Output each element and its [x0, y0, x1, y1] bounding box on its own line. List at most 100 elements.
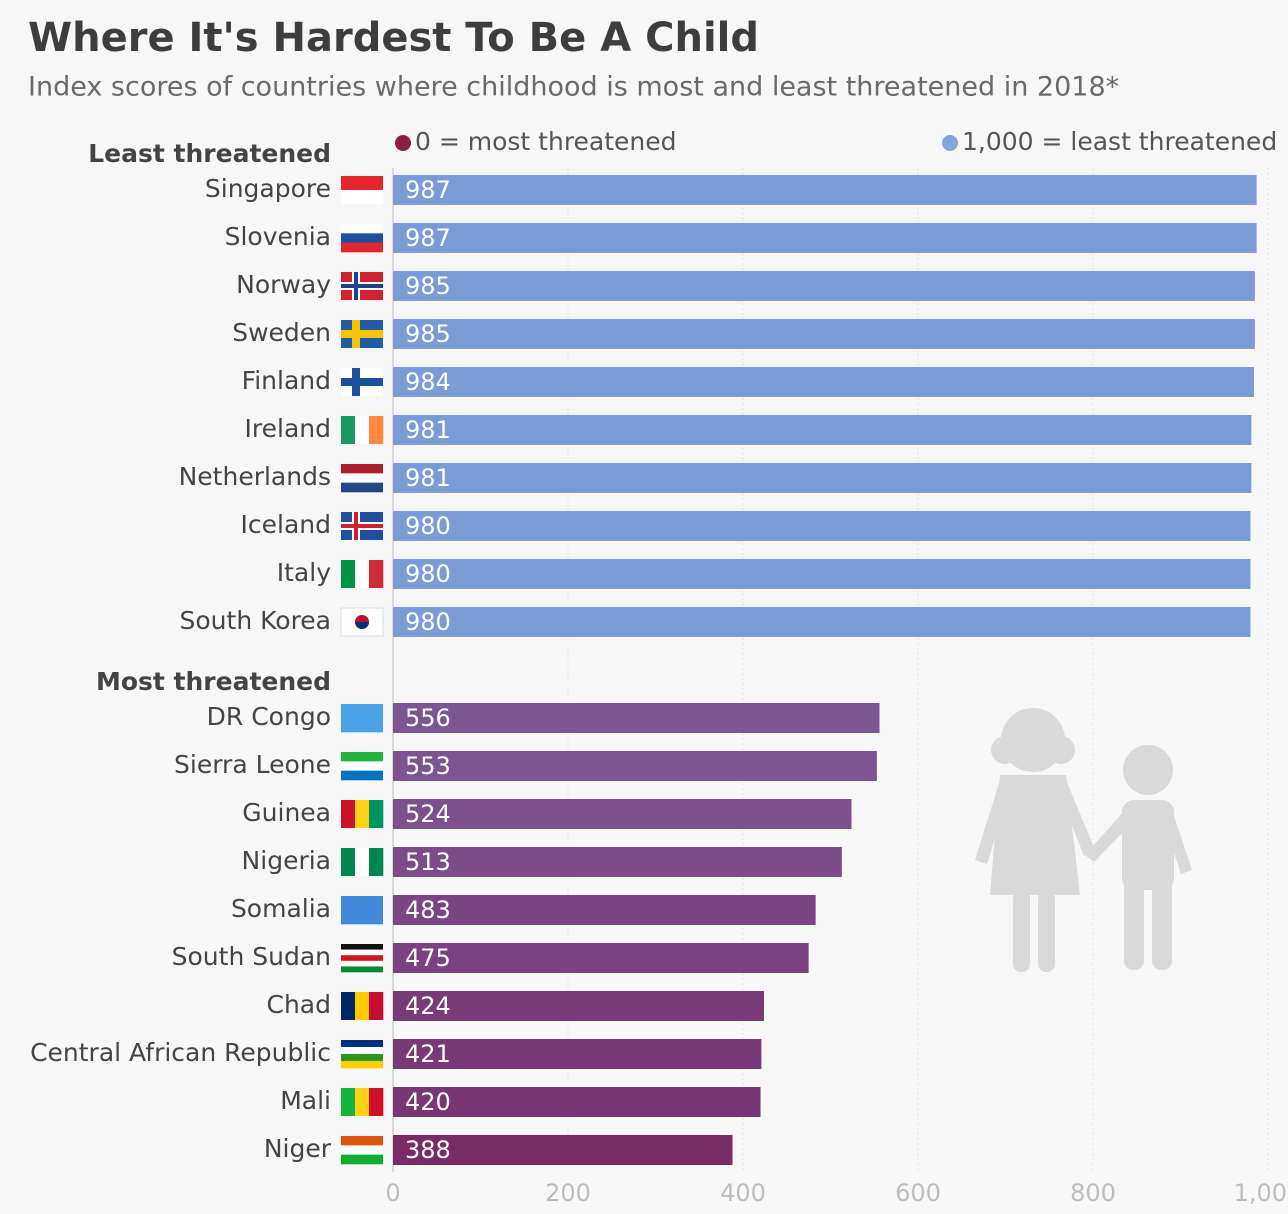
bar	[393, 1039, 762, 1069]
category-label: Nigeria	[242, 846, 331, 875]
value-label: 980	[405, 512, 451, 540]
flag-part	[341, 380, 383, 384]
x-tick-label: 200	[545, 1179, 591, 1207]
flag-part	[369, 992, 384, 1020]
bar	[393, 463, 1252, 493]
legend-label: 0 = most threatened	[415, 127, 677, 156]
bar	[393, 703, 880, 733]
flag-part	[341, 761, 383, 771]
flag	[341, 848, 384, 876]
flag-part	[341, 176, 383, 191]
flag-part	[341, 464, 383, 474]
flag-part	[341, 1154, 383, 1165]
bar	[393, 943, 809, 973]
category-label: Slovenia	[225, 222, 331, 251]
flag-part	[341, 1088, 356, 1116]
flag-part	[341, 224, 383, 234]
flag	[341, 512, 383, 540]
category-label: Singapore	[205, 174, 331, 203]
flag	[341, 1136, 383, 1165]
bar	[393, 511, 1251, 541]
value-label: 475	[405, 944, 451, 972]
bar	[393, 223, 1257, 253]
bar	[393, 271, 1255, 301]
flag	[341, 704, 383, 733]
bar	[393, 895, 816, 925]
category-label: Iceland	[241, 510, 331, 539]
x-tick-label: 600	[895, 1179, 941, 1207]
value-label: 420	[405, 1088, 451, 1116]
flag-part	[341, 560, 356, 588]
bar	[393, 367, 1254, 397]
category-label: Netherlands	[179, 462, 331, 491]
flag-part	[355, 622, 369, 629]
flag	[341, 896, 383, 925]
value-label: 980	[405, 560, 451, 588]
children-icon	[975, 708, 1192, 972]
flag-part	[341, 770, 383, 781]
value-label: 553	[405, 752, 451, 780]
flag-part	[355, 992, 370, 1020]
chart-title: Where It's Hardest To Be A Child	[28, 15, 759, 61]
value-label: 987	[405, 224, 451, 252]
flag-part	[341, 949, 383, 956]
legend-label: 1,000 = least threatened	[962, 127, 1277, 156]
bar	[393, 1135, 733, 1165]
flag	[341, 944, 383, 973]
flag-part	[355, 560, 370, 588]
flag	[341, 992, 384, 1020]
flag-part	[369, 1088, 384, 1116]
category-label: Finland	[242, 366, 331, 395]
x-tick-label: 800	[1070, 1179, 1116, 1207]
bar	[393, 175, 1257, 205]
chart-subtitle: Index scores of countries where childhoo…	[28, 72, 1119, 103]
value-label: 524	[405, 800, 451, 828]
flag-part	[341, 896, 383, 925]
flag-part	[355, 848, 370, 876]
category-label: Sierra Leone	[174, 750, 331, 779]
flag-part	[341, 242, 383, 253]
bar	[393, 319, 1255, 349]
flag	[341, 1088, 384, 1116]
flag	[341, 416, 384, 444]
bar	[393, 607, 1251, 637]
flag-part	[341, 1145, 383, 1155]
category-label: Italy	[277, 558, 331, 587]
bar	[393, 1087, 761, 1117]
value-label: 421	[405, 1040, 451, 1068]
flag-part	[341, 1047, 383, 1055]
flag	[341, 800, 384, 828]
flag	[341, 560, 384, 588]
value-label: 984	[405, 368, 451, 396]
bar	[393, 991, 764, 1021]
x-tick-label: 1,000	[1234, 1179, 1288, 1207]
flag-part	[341, 1040, 383, 1048]
flag-part	[341, 416, 356, 444]
value-label: 483	[405, 896, 451, 924]
flag	[341, 1040, 383, 1069]
value-label: 556	[405, 704, 451, 732]
flag-part	[341, 752, 383, 762]
flag-part	[341, 233, 383, 243]
bar	[393, 559, 1251, 589]
category-label: Niger	[264, 1134, 332, 1163]
category-label: Norway	[236, 270, 331, 299]
flag-part	[341, 955, 383, 962]
flag-part	[341, 332, 383, 336]
legend-marker	[395, 135, 411, 151]
flag-part	[341, 473, 383, 483]
category-label: DR Congo	[207, 702, 331, 731]
flag	[340, 607, 384, 637]
flag-part	[369, 416, 384, 444]
value-label: 388	[405, 1136, 451, 1164]
category-label: Chad	[267, 990, 332, 1019]
flag-part	[341, 992, 356, 1020]
category-label: Somalia	[231, 894, 331, 923]
flag-part	[341, 960, 383, 967]
flag	[341, 224, 383, 253]
flag-part	[341, 944, 383, 950]
flag-part	[341, 1054, 383, 1062]
flag-part	[355, 416, 370, 444]
category-label: South Sudan	[172, 942, 331, 971]
